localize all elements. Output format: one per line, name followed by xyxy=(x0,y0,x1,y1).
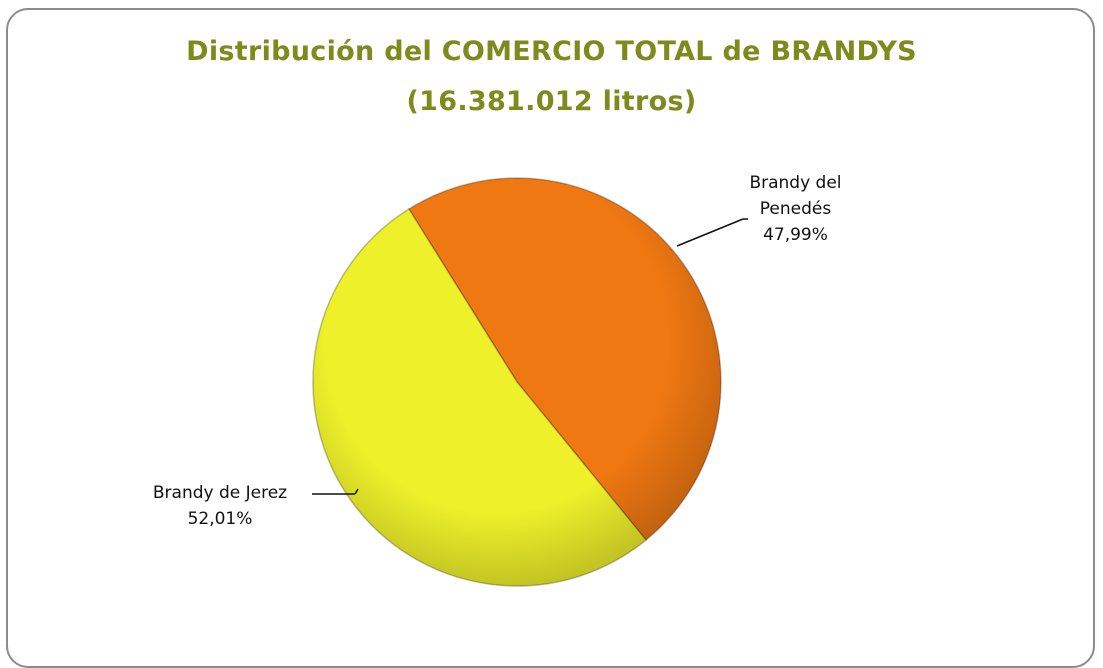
leader-line xyxy=(354,488,359,495)
leader-line xyxy=(676,218,744,247)
page: Distribución del COMERCIO TOTAL de BRAND… xyxy=(6,8,1095,668)
category-label: Brandy de Jerez xyxy=(152,483,288,503)
category-label: Brandy del Penedés xyxy=(749,173,842,219)
chart-title: Distribución del COMERCIO TOTAL de BRAND… xyxy=(186,36,917,67)
pie xyxy=(312,177,722,587)
value-label: 52,01% xyxy=(187,509,253,529)
chart-subtitle: (16.381.012 litros) xyxy=(406,86,697,117)
value-label: 47,99% xyxy=(763,225,828,245)
slice-label: Brandy del Penedés 47,99% xyxy=(738,170,853,248)
slice-label: Brandy de Jerez 52,01% xyxy=(125,480,315,532)
chart xyxy=(312,177,748,587)
